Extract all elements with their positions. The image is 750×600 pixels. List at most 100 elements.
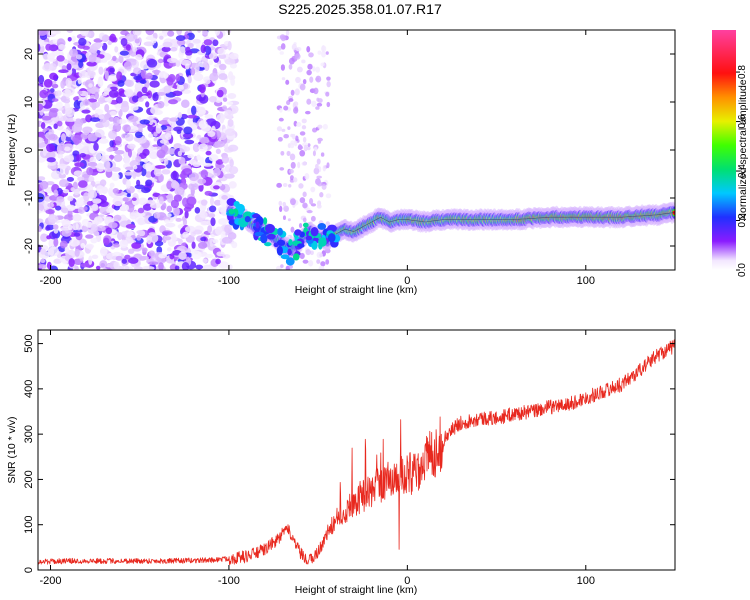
- spectrogram-cell: [55, 90, 62, 97]
- spectrogram-cell: [326, 81, 331, 88]
- spectrogram-cell: [157, 101, 165, 109]
- spectrogram-xtick-label: -200: [39, 275, 61, 287]
- spectrogram-cell: [202, 162, 213, 167]
- spectrogram-cell: [38, 176, 46, 181]
- spectrogram-cell: [231, 241, 238, 249]
- spectrogram-cell: [38, 39, 45, 47]
- spectrogram-cell: [147, 34, 154, 40]
- spectrogram-cell: [57, 163, 68, 169]
- spectrogram-cell: [277, 227, 283, 236]
- spectrogram-cell: [194, 63, 200, 73]
- snr-ytick-label: 300: [23, 425, 35, 443]
- spectrogram-cell: [131, 197, 137, 202]
- spectrogram-cell: [208, 154, 219, 162]
- spectrogram-cell: [153, 131, 158, 137]
- spectrogram-cell: [155, 124, 162, 134]
- spectrogram-cell: [216, 251, 225, 257]
- spectrogram-cell: [305, 110, 311, 115]
- spectrogram-cell: [61, 207, 69, 214]
- spectrogram-cell: [113, 154, 123, 162]
- spectrogram-cell: [302, 191, 307, 198]
- spectrogram-cell: [283, 134, 289, 139]
- spectrogram-cell: [317, 181, 323, 187]
- spectrogram-cell: [67, 224, 73, 231]
- spectrogram-cell: [187, 42, 194, 49]
- spectrogram-cell: [228, 208, 235, 215]
- spectrogram-cell: [55, 124, 64, 131]
- spectrogram-cell: [135, 54, 143, 61]
- spectrogram-cell: [198, 84, 206, 94]
- spectrogram-cell: [141, 86, 148, 94]
- spectrogram-cell: [224, 109, 234, 120]
- spectrogram-cell: [46, 235, 52, 240]
- spectrogram-cell: [38, 203, 45, 212]
- spectrogram-cell: [194, 206, 201, 214]
- spectrogram-cell: [151, 37, 157, 44]
- spectrogram-cell: [117, 80, 125, 87]
- spectrogram-cell: [114, 135, 122, 146]
- spectrogram-cell: [125, 44, 131, 51]
- spectrogram-cell: [101, 52, 112, 61]
- spectrogram-cell: [99, 260, 108, 269]
- spectrogram-cell: [89, 117, 101, 123]
- spectrogram-cell: [175, 217, 182, 222]
- spectrogram-xlabel: Height of straight line (km): [295, 284, 418, 296]
- spectrogram-cell: [306, 98, 312, 105]
- spectrogram-cell: [156, 91, 167, 96]
- spectrogram-cell: [112, 116, 120, 126]
- snr-series-line: [38, 339, 675, 566]
- spectrogram-cell: [186, 114, 198, 119]
- spectrogram-cell: [155, 164, 166, 169]
- spectrogram-cell: [82, 45, 90, 50]
- spectrogram-cell: [125, 179, 131, 189]
- spectrogram-cell: [170, 180, 179, 189]
- spectrogram-cell: [289, 175, 294, 181]
- spectrogram-cell: [301, 125, 307, 130]
- spectrogram-cell: [145, 101, 150, 108]
- spectrogram-cell: [299, 252, 305, 260]
- spectrogram-cell: [158, 120, 170, 125]
- spectrogram-cell: [316, 204, 322, 209]
- spectrogram-cell: [58, 173, 67, 179]
- spectrogram-cell: [321, 184, 327, 190]
- spectrogram-cell: [48, 246, 60, 257]
- snr-xtick-label: -100: [218, 575, 240, 587]
- snr-ytick-label: 0: [23, 567, 35, 573]
- spectrogram-cell: [109, 67, 115, 73]
- spectrogram-cell: [176, 30, 182, 36]
- spectrogram-cell: [200, 44, 207, 54]
- spectrogram-cell: [209, 72, 219, 82]
- snr-xtick-label: 100: [577, 575, 595, 587]
- spectrogram-cell: [132, 30, 142, 37]
- spectrogram-cell: [305, 248, 311, 256]
- spectrogram-cell: [38, 209, 42, 214]
- spectrogram-cell: [118, 109, 123, 118]
- spectrogram-cell: [58, 60, 64, 68]
- spectrogram-cell: [132, 46, 138, 52]
- spectrogram-cell: [222, 254, 231, 259]
- spectrogram-cell: [72, 64, 79, 69]
- spectrogram-cell: [109, 33, 117, 43]
- spectrogram-cell: [302, 217, 307, 223]
- spectrogram-cell: [301, 118, 307, 124]
- spectrogram-cell: [316, 175, 322, 179]
- spectrogram-cell: [108, 117, 115, 122]
- spectrogram-cell: [108, 154, 115, 160]
- spectrogram-cell: [166, 205, 173, 213]
- snr-ytick-label: 400: [23, 380, 35, 398]
- spectrogram-cell: [212, 39, 219, 47]
- spectrogram-cell: [288, 169, 294, 174]
- spectrogram-cell: [182, 231, 190, 238]
- spectrogram-cell: [179, 144, 187, 153]
- spectrogram-cell: [279, 34, 286, 40]
- spectrogram-cell: [227, 71, 234, 81]
- spectrogram-cell: [199, 136, 210, 144]
- spectrogram-cell: [60, 133, 66, 142]
- spectrogram-cell: [77, 176, 85, 182]
- spectrogram-cell: [135, 155, 142, 163]
- spectrogram-cell: [193, 73, 204, 82]
- spectrogram-cell: [52, 224, 59, 230]
- spectrogram-cell: [200, 199, 208, 206]
- spectrogram-cell: [86, 167, 94, 176]
- spectrogram-cell: [325, 259, 330, 265]
